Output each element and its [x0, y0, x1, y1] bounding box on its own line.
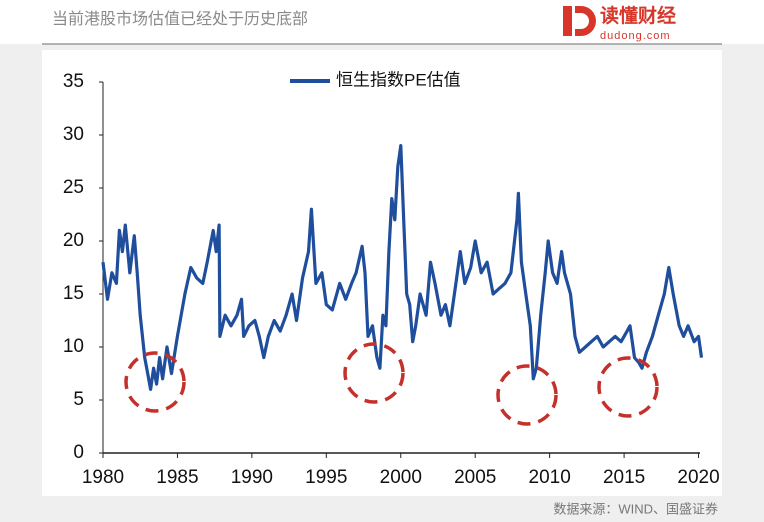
y-tick-label: 5 — [73, 389, 84, 410]
x-tick-label: 1990 — [231, 467, 273, 488]
low-circle — [496, 364, 558, 426]
header-bg — [0, 0, 764, 44]
y-tick-label: 25 — [63, 177, 84, 198]
x-tick-label: 2020 — [677, 467, 719, 488]
x-tick-label: 1985 — [156, 467, 198, 488]
y-tick-label: 15 — [63, 283, 84, 304]
pe-line — [101, 144, 704, 391]
x-tick-label: 1995 — [305, 467, 347, 488]
chart-panel — [42, 50, 722, 496]
logo-d — [575, 6, 596, 36]
y-tick-label: 30 — [63, 124, 84, 145]
plot — [101, 144, 704, 391]
x-tick-label: 2010 — [529, 467, 571, 488]
x-tick-label: 2005 — [454, 467, 496, 488]
low-circle — [343, 342, 405, 404]
logo: 读懂财经 dudong.com — [563, 4, 676, 42]
x-tick-label: 2015 — [603, 467, 645, 488]
y-tick-label: 20 — [63, 230, 84, 251]
annotations — [124, 342, 659, 426]
low-circle — [597, 356, 659, 418]
y-tick-label: 0 — [73, 442, 84, 463]
logo-url: dudong.com — [600, 30, 671, 42]
page-title: 当前港股市场估值已经处于历史底部 — [52, 10, 308, 28]
source-note: 数据来源：WIND、国盛证券 — [553, 501, 718, 516]
x-tick-label: 1980 — [82, 467, 124, 488]
y-tick-label: 35 — [63, 71, 84, 92]
low-circle — [124, 351, 186, 413]
legend-label: 恒生指数PE估值 — [336, 70, 461, 89]
logo-bar — [563, 6, 572, 36]
x-tick-label: 2000 — [380, 467, 422, 488]
logo-text: 读懂财经 — [600, 4, 676, 27]
y-tick-label: 10 — [63, 336, 84, 357]
